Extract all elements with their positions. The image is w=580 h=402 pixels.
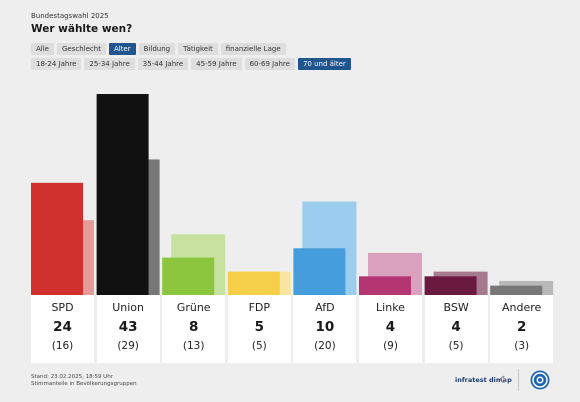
- bar-current-union: [96, 94, 149, 295]
- previous-vote-share: (16): [51, 340, 74, 352]
- party-card-union: Union 43 (29): [96, 295, 160, 363]
- party-card-fdp: FDP 5 (5): [227, 295, 291, 363]
- brand-name: infratest dimap: [455, 376, 512, 384]
- bar-current-linke: [359, 276, 411, 295]
- vote-share: 2: [516, 319, 527, 335]
- party-name: Andere: [502, 301, 542, 314]
- tab-45-59[interactable]: 45-59 Jahre: [191, 58, 242, 70]
- bar-current-bsw: [424, 276, 477, 295]
- previous-vote-share: (5): [448, 340, 464, 352]
- footer-divider: [518, 369, 519, 391]
- footer-timestamp: Stand: 23.02.2025, 18:59 Uhr: [31, 374, 113, 380]
- tab-70-plus[interactable]: 70 und älter: [297, 58, 351, 70]
- tab-alle[interactable]: Alle: [31, 43, 54, 55]
- tagesschau-logo-icon: [530, 370, 550, 390]
- tab-18-24[interactable]: 18-24 Jahre: [31, 58, 82, 70]
- tab-taetigkeit[interactable]: Tätigkeit: [178, 43, 218, 55]
- party-card-spd: SPD 24 (16): [31, 295, 94, 363]
- tab-25-34[interactable]: 25-34 Jahre: [84, 58, 135, 70]
- previous-vote-share: (9): [383, 340, 398, 352]
- header-kicker: Bundestagswahl 2025: [31, 12, 109, 20]
- age-group-tabs: 18-24 Jahre 25-34 Jahre 35-44 Jahre 45-5…: [31, 58, 351, 70]
- party-name: Linke: [376, 301, 405, 314]
- party-card-afd: AfD 10 (20): [293, 295, 357, 363]
- bar-current-fdp: [227, 271, 280, 295]
- party-card-linke: Linke 4 (9): [359, 295, 422, 363]
- previous-vote-share: (3): [514, 340, 530, 352]
- party-name: Grüne: [176, 301, 211, 314]
- vote-share: 8: [188, 319, 199, 335]
- tab-alter[interactable]: Alter: [108, 43, 136, 55]
- bar-current-andere: [490, 285, 543, 295]
- party-card-grüne: Grüne 8 (13): [162, 295, 226, 363]
- party-name: Union: [112, 301, 144, 314]
- previous-vote-share: (29): [117, 340, 139, 352]
- party-name: AfD: [315, 301, 335, 314]
- party-name: BSW: [443, 301, 469, 314]
- bar-current-afd: [293, 248, 346, 295]
- previous-vote-share: (5): [251, 340, 267, 352]
- tab-bildung[interactable]: Bildung: [138, 43, 176, 55]
- bar-current-spd: [31, 182, 83, 295]
- party-name: FDP: [248, 301, 271, 314]
- tab-geschlecht[interactable]: Geschlecht: [57, 43, 106, 55]
- previous-vote-share: (13): [182, 340, 205, 352]
- footer-description: Stimmanteile in Bevölkerungsgruppen: [31, 381, 137, 387]
- vote-share: 43: [118, 319, 138, 335]
- vote-share: 24: [53, 319, 72, 335]
- bar-current-grüne: [162, 257, 215, 295]
- vote-share: 5: [254, 319, 264, 335]
- replay-icon[interactable]: [499, 375, 508, 384]
- tab-60-69[interactable]: 60-69 Jahre: [244, 58, 295, 70]
- tab-finanzielle-lage[interactable]: finanzielle Lage: [220, 43, 286, 55]
- tab-35-44[interactable]: 35-44 Jahre: [137, 58, 189, 70]
- party-name: SPD: [51, 301, 74, 314]
- party-card-andere: Andere 2 (3): [490, 295, 554, 363]
- previous-vote-share: (20): [314, 340, 336, 352]
- vote-share: 10: [315, 319, 335, 335]
- page-title: Wer wählte wen?: [31, 23, 133, 35]
- party-card-bsw: BSW 4 (5): [424, 295, 488, 363]
- vote-share: 4: [451, 319, 461, 335]
- category-tabs: Alle Geschlecht Alter Bildung Tätigkeit …: [31, 43, 286, 55]
- vote-share: 4: [385, 319, 396, 335]
